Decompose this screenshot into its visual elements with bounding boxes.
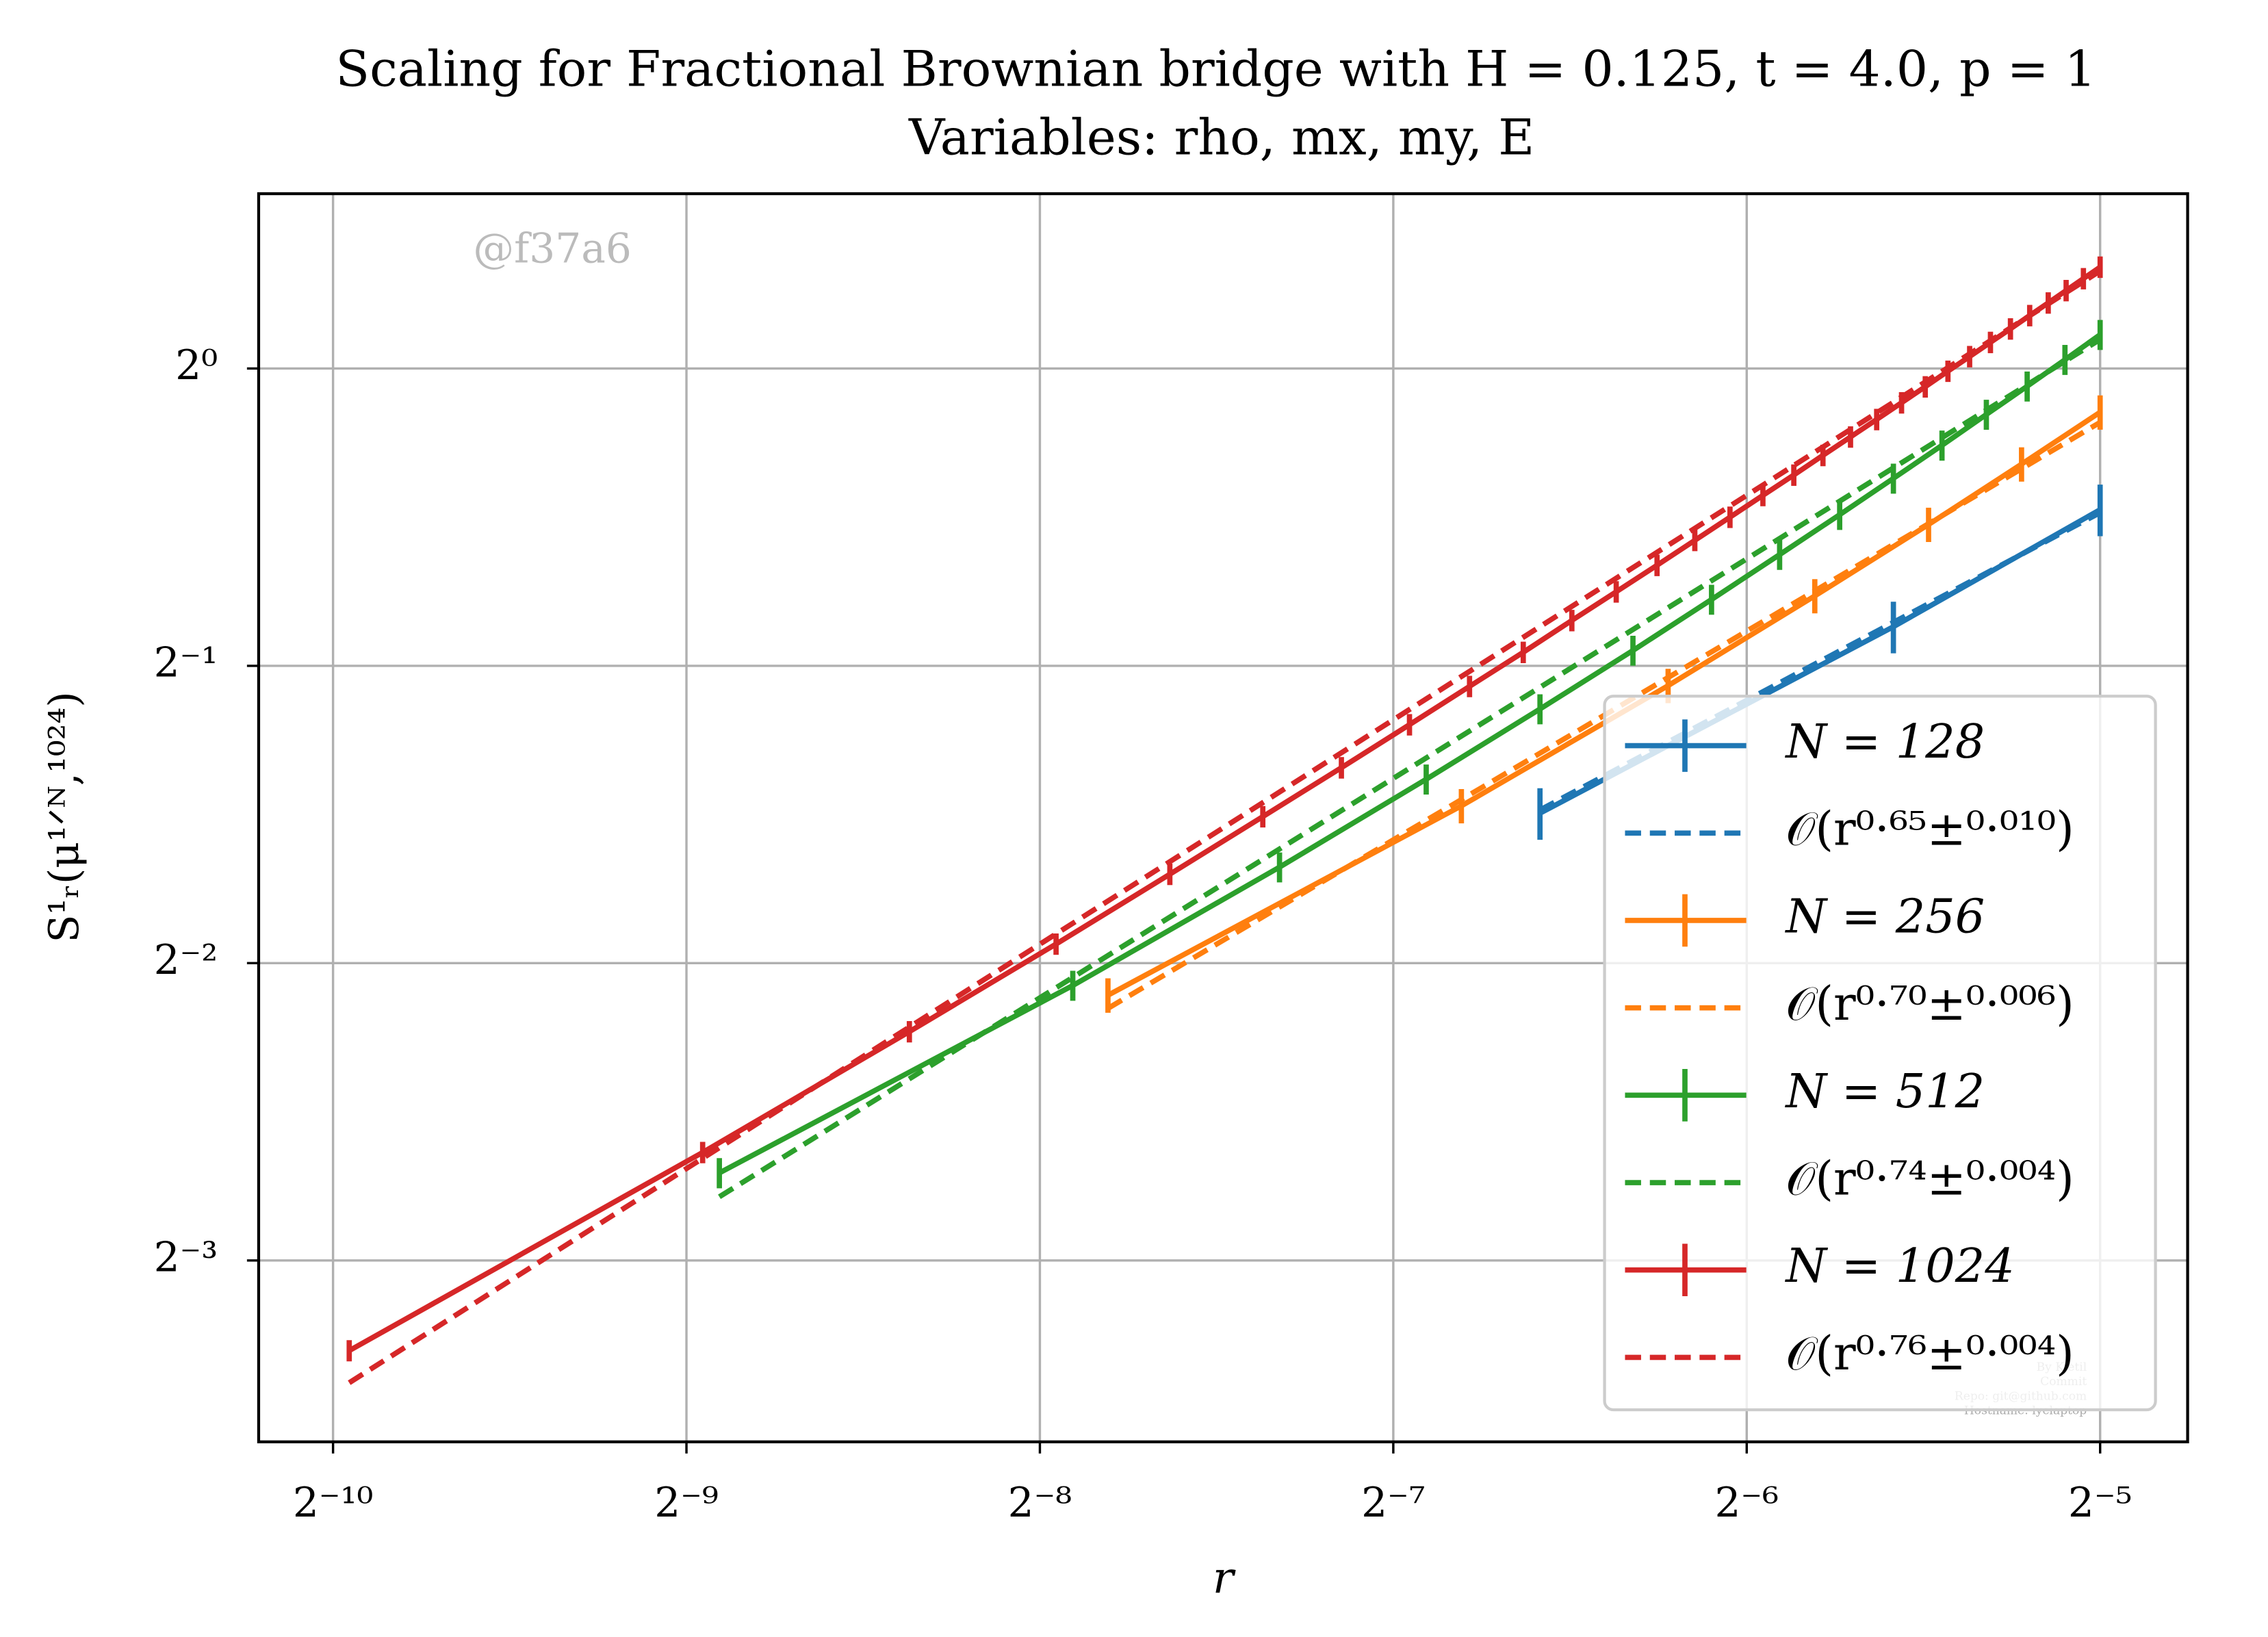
legend-label: N = 128 xyxy=(1784,715,1985,769)
plot-area xyxy=(346,256,2103,1385)
x-tick-label: 2⁻⁵ xyxy=(2068,1480,2132,1527)
watermark: @f37a6 xyxy=(473,226,632,273)
plot-frame xyxy=(257,192,2189,1443)
legend-label: 𝒪(r⁰·⁷⁰±⁰·⁰⁰⁶) xyxy=(1786,977,2074,1031)
y-tick-label: 2⁻¹ xyxy=(154,640,218,687)
legend-label: N = 512 xyxy=(1784,1065,1985,1119)
y-tick-label: 2⁻³ xyxy=(154,1234,218,1281)
y-tick-label: 2⁰ xyxy=(175,342,218,389)
x-tick-label: 2⁻⁸ xyxy=(1008,1480,1072,1527)
x-tick-label: 2⁻⁷ xyxy=(1361,1480,1426,1527)
legend-box xyxy=(1603,695,2157,1412)
y-axis-label: S¹ᵣ(μ¹ᐟᴺ,¹⁰²⁴) xyxy=(41,691,88,942)
x-tick-label: 2⁻⁶ xyxy=(1715,1480,1779,1527)
x-axis-label: r xyxy=(1213,1554,1236,1604)
legend-label: 𝒪(r⁰·⁶⁵±⁰·⁰¹⁰) xyxy=(1786,803,2074,857)
axes-ticks: 2⁻¹⁰ 2⁻⁹ 2⁻⁸ 2⁻⁷ 2⁻⁶ 2⁻⁵ 2⁻³ 2⁻² 2⁻¹ 2⁰ xyxy=(154,342,2132,1527)
fit-line xyxy=(348,268,2102,1385)
x-tick-label: 2⁻¹⁰ xyxy=(293,1480,374,1527)
legend-label: N = 256 xyxy=(1784,890,1985,944)
x-tick-label: 2⁻⁹ xyxy=(654,1480,719,1527)
y-tick-label: 2⁻² xyxy=(154,937,218,984)
legend-label: N = 1024 xyxy=(1784,1239,2014,1293)
legend: N = 128 𝒪(r⁰·⁶⁵±⁰·⁰¹⁰) N = 256 𝒪(r⁰·⁷⁰±⁰·⁰⁰… xyxy=(1603,695,2157,1412)
legend-label: 𝒪(r⁰·⁷⁶±⁰·⁰⁰⁴) xyxy=(1786,1327,2074,1381)
chart-title: Scaling for Fractional Brownian bridge w… xyxy=(335,40,2096,98)
fit-line xyxy=(718,337,2102,1200)
chart-subtitle: Variables: rho, mx, my, E xyxy=(908,109,1534,167)
legend-label: 𝒪(r⁰·⁷⁴±⁰·⁰⁰⁴) xyxy=(1786,1152,2074,1207)
